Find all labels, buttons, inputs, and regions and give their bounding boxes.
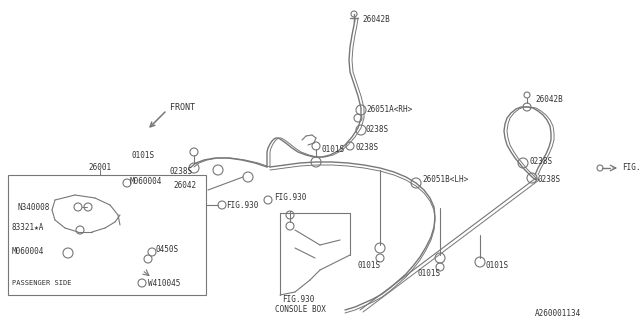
Text: 0238S: 0238S [366,125,389,134]
Text: FIG.930: FIG.930 [282,295,314,305]
Text: 26042B: 26042B [535,95,563,105]
Text: FRONT: FRONT [170,103,195,113]
Text: 26042B: 26042B [362,15,390,25]
Text: 26042: 26042 [174,180,197,189]
Text: A260001134: A260001134 [535,309,581,318]
Text: FIG.930: FIG.930 [274,194,307,203]
Text: 0101S: 0101S [485,260,508,269]
Text: 0101S: 0101S [358,260,381,269]
Text: FIG.263: FIG.263 [622,163,640,172]
Text: M060004: M060004 [130,178,163,187]
Text: 26001: 26001 [88,164,111,172]
Text: 0101S: 0101S [418,269,441,278]
Text: M060004: M060004 [12,247,44,257]
Bar [8,175,206,295]
Text: 0101S: 0101S [322,146,345,155]
Text: PASSENGER SIDE: PASSENGER SIDE [12,280,72,286]
Text: 0238S: 0238S [538,175,561,185]
Text: 26051B<LH>: 26051B<LH> [422,175,468,185]
Text: 0238S: 0238S [170,167,193,177]
Text: W410045: W410045 [148,278,180,287]
Text: N340008: N340008 [18,203,51,212]
Text: 0238S: 0238S [530,157,553,166]
Text: 0101S: 0101S [132,150,155,159]
Text: CONSOLE BOX: CONSOLE BOX [275,305,326,314]
Text: 0450S: 0450S [155,245,178,254]
Text: FIG.930: FIG.930 [226,201,259,210]
Text: 83321★A: 83321★A [12,222,44,231]
Text: 26051A<RH>: 26051A<RH> [366,106,412,115]
Text: 0238S: 0238S [355,143,378,153]
